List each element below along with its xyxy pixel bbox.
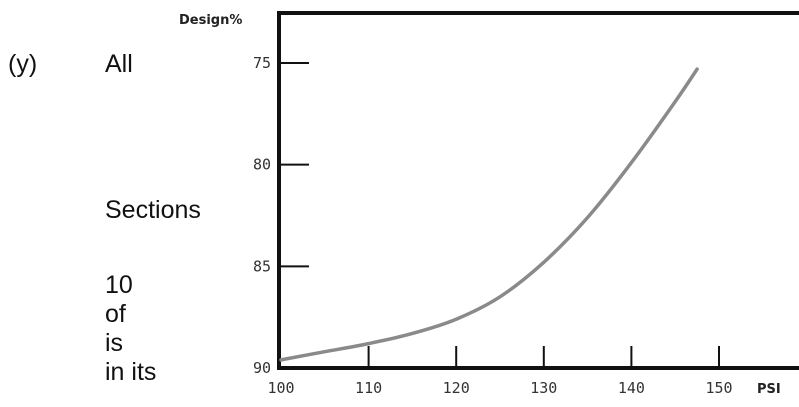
y-tick-label: 80 bbox=[253, 156, 271, 174]
side-text-marker: (y) bbox=[8, 50, 38, 78]
side-text-line-6: in its bbox=[105, 358, 157, 386]
y-tick-label: 90 bbox=[253, 359, 271, 377]
x-tick-label: 110 bbox=[355, 379, 382, 397]
y-tick-label: 85 bbox=[253, 257, 271, 275]
x-tick-label: 150 bbox=[705, 379, 732, 397]
side-text-line-4: of bbox=[105, 300, 126, 328]
x-tick-label: 140 bbox=[618, 379, 645, 397]
x-axis-label: PSI bbox=[757, 382, 781, 397]
side-text-line-5: is bbox=[105, 329, 124, 357]
x-tick-label: 100 bbox=[267, 379, 294, 397]
side-text-line-3: 10 bbox=[105, 271, 133, 299]
side-text-line-2: Sections bbox=[105, 196, 201, 224]
y-axis-label: Design% bbox=[179, 13, 242, 28]
design-curve-line bbox=[279, 67, 699, 362]
x-tick-label: 130 bbox=[530, 379, 557, 397]
side-text-line-1: All bbox=[105, 50, 133, 78]
y-tick-label: 75 bbox=[253, 54, 271, 72]
x-tick-label: 120 bbox=[443, 379, 470, 397]
